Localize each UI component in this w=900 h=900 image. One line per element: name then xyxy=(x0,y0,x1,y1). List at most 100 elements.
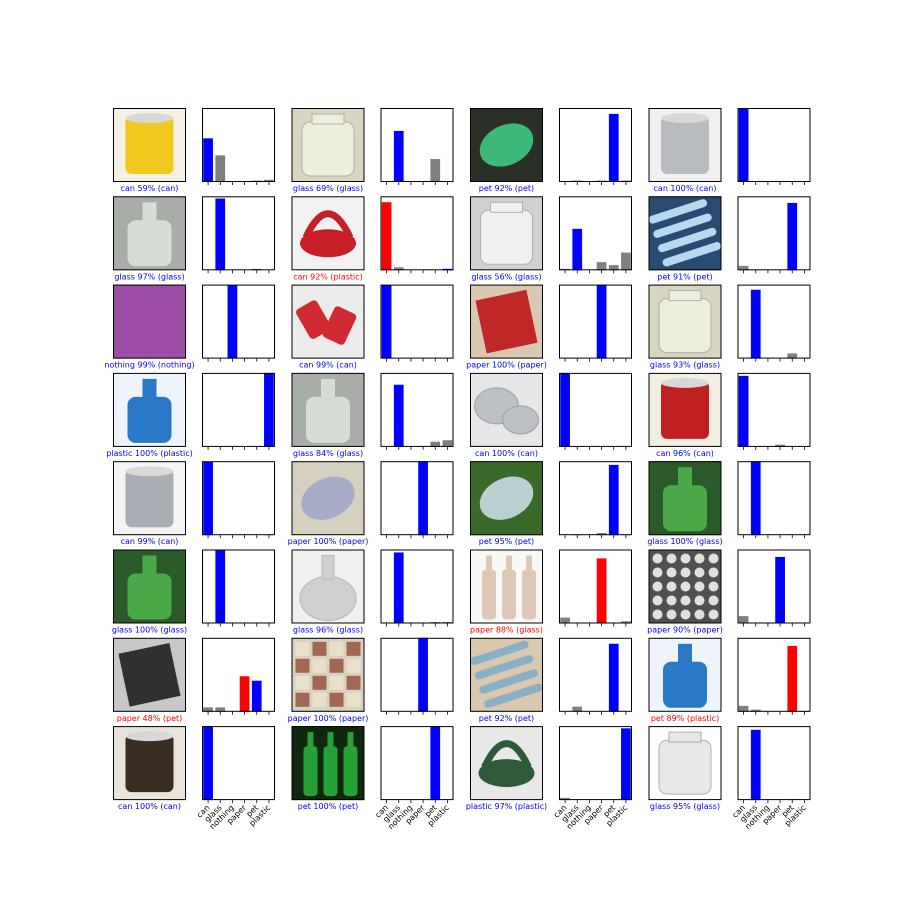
pebbles-image xyxy=(648,549,722,624)
bar-can xyxy=(738,265,749,271)
sample-image-panel: pet 100% (pet) xyxy=(291,726,365,811)
green-bottle-image xyxy=(470,108,543,182)
prediction-caption: glass 100% (glass) xyxy=(647,537,722,546)
sample-image-panel: glass 100% (glass) xyxy=(112,549,187,635)
plot-frame xyxy=(559,461,632,536)
bar-glass xyxy=(750,289,761,359)
plot-frame xyxy=(559,726,632,801)
sample-image-panel: can 100% (can) xyxy=(648,108,722,193)
sample-image-panel: pet 91% (pet) xyxy=(648,196,722,281)
plot-frame xyxy=(737,549,811,624)
crushed-cans-image xyxy=(291,284,365,359)
image-frame xyxy=(113,726,186,801)
glass-flask-image xyxy=(291,549,365,624)
sample-image-panel: can 99% (can) xyxy=(113,461,186,546)
prediction-caption: pet 92% (pet) xyxy=(479,714,534,723)
bar-pet xyxy=(608,113,619,182)
sample-image-panel: can 96% (can) xyxy=(648,372,722,458)
bar-plastic xyxy=(264,372,274,447)
paper-box-image xyxy=(470,284,543,359)
green-soda-bottles-image xyxy=(291,726,365,801)
crumpled-paper-image xyxy=(291,461,365,536)
probability-bar-chart xyxy=(559,461,632,539)
prediction-caption: glass 100% (glass) xyxy=(112,626,187,635)
bar-pet xyxy=(608,464,619,536)
image-frame xyxy=(291,637,365,712)
image-frame xyxy=(470,108,543,182)
bar-paper xyxy=(596,262,607,271)
plot-frame xyxy=(737,196,811,271)
sample-image-panel: pet 89% (plastic) xyxy=(648,637,722,723)
bar-can xyxy=(381,202,392,271)
plot-frame xyxy=(559,549,632,624)
probability-bar-chart xyxy=(737,108,811,185)
sample-image-panel: can 100% (can) xyxy=(470,372,543,458)
image-frame xyxy=(648,196,722,271)
probability-bar-chart xyxy=(202,108,275,185)
prediction-caption: paper 88% (glass) xyxy=(470,626,543,635)
image-frame xyxy=(648,549,722,624)
image-frame xyxy=(648,637,722,712)
glass-vase-image xyxy=(470,196,543,271)
yellow-can-image xyxy=(113,108,186,182)
bar-paper xyxy=(239,676,250,712)
printed-can-image xyxy=(648,372,722,447)
plot-frame xyxy=(737,726,811,801)
image-frame xyxy=(648,284,722,359)
sample-image-panel: paper 100% (paper) xyxy=(288,461,368,546)
plot-frame xyxy=(559,108,632,182)
red-lid-image xyxy=(291,196,365,271)
probability-bar-chart xyxy=(202,284,275,362)
bar-glass xyxy=(572,228,583,271)
green-lid-image xyxy=(470,726,543,801)
metal-can-image xyxy=(648,108,722,182)
image-frame xyxy=(470,726,543,801)
plot-frame xyxy=(380,461,454,536)
sample-image-panel: paper 100% (paper) xyxy=(288,637,369,723)
sample-image-panel: paper 48% (pet) xyxy=(113,637,186,723)
probability-bar-chart xyxy=(202,372,275,450)
plot-frame xyxy=(202,637,275,712)
prediction-caption: pet 95% (pet) xyxy=(479,537,534,546)
sample-image-panel: glass 96% (glass) xyxy=(291,549,365,635)
bar-pet xyxy=(608,265,619,271)
bar-plastic xyxy=(621,621,631,624)
bar-glass xyxy=(393,267,404,271)
image-frame xyxy=(113,284,186,359)
green-glass-bottle-image xyxy=(648,461,722,536)
purple-background-image xyxy=(113,284,186,359)
probability-bar-chart xyxy=(202,461,275,539)
image-frame xyxy=(113,196,186,271)
bar-can xyxy=(203,707,213,712)
image-frame xyxy=(113,461,186,536)
bar-glass xyxy=(215,707,226,712)
plot-frame xyxy=(202,372,275,447)
bar-pet xyxy=(787,645,798,712)
image-frame xyxy=(291,284,365,359)
probability-bar-chart xyxy=(559,637,632,715)
image-frame xyxy=(470,549,543,624)
plot-frame xyxy=(202,726,275,801)
image-frame xyxy=(291,461,365,536)
image-frame xyxy=(648,108,722,182)
plot-frame xyxy=(202,549,275,624)
image-frame xyxy=(648,726,722,801)
plot-frame xyxy=(737,284,811,359)
sample-image-panel: glass 93% (glass) xyxy=(648,284,722,370)
probability-bar-chart xyxy=(559,284,632,362)
bar-can xyxy=(381,285,392,359)
sample-image-panel: pet 95% (pet) xyxy=(470,461,543,546)
prediction-caption: plastic 97% (plastic) xyxy=(466,802,547,811)
probability-bar-chart xyxy=(737,284,811,362)
bar-pet xyxy=(787,353,798,359)
sample-image-panel: can 100% (can) xyxy=(113,726,186,811)
image-frame xyxy=(291,196,365,271)
bar-paper xyxy=(596,558,607,624)
prediction-caption: paper 100% (paper) xyxy=(288,714,369,723)
empty-glass-jar-image xyxy=(648,726,722,801)
prediction-caption: paper 90% (paper) xyxy=(647,626,723,635)
bar-paper xyxy=(775,556,785,624)
